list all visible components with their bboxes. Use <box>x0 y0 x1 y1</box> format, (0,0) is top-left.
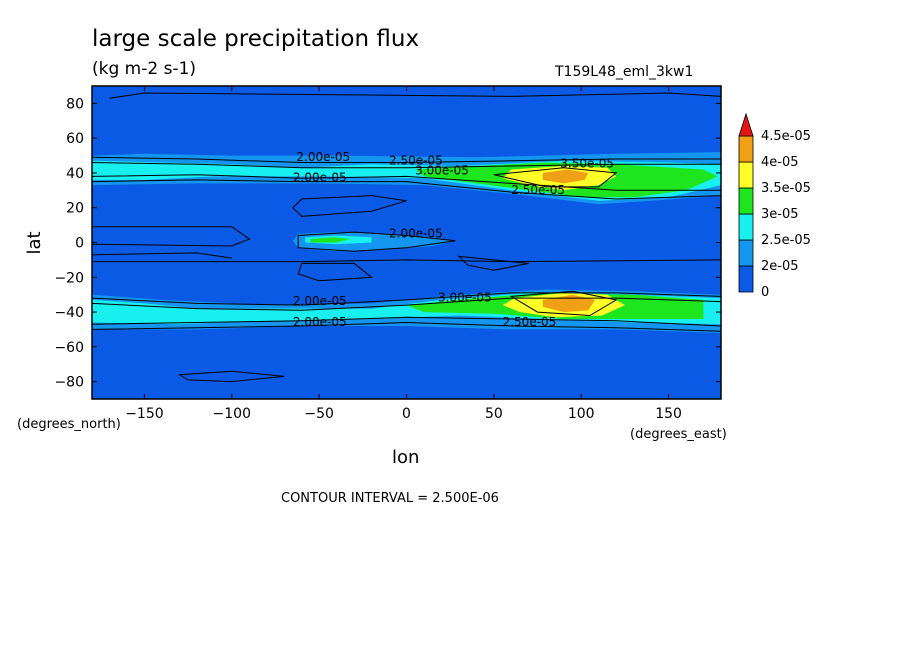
x-tick-label: 0 <box>402 406 411 422</box>
plot-area: 2.00e-05 2.50e-053.00e-05 3.50e-052.00e-05… <box>54 85 722 422</box>
contour-line-south-5 <box>509 290 618 317</box>
y-tick-label: −40 <box>54 305 84 321</box>
north-band-4e-05 <box>542 169 589 184</box>
contour-line-subtropical-2 <box>297 262 373 282</box>
x-tick-label: −50 <box>304 406 334 422</box>
colorbar-swatch-0 <box>738 265 754 293</box>
contour-label-1: 2.50e-05 <box>389 153 443 167</box>
contour-line-south-2 <box>91 297 722 311</box>
contour-line-south-3 <box>91 316 722 327</box>
contour-label-5: 2.50e-05 <box>511 183 565 197</box>
contour-label-8: 3.00e-05 <box>438 291 492 305</box>
y-axis-label: lat <box>24 231 45 254</box>
y-tick-label: −20 <box>54 270 84 286</box>
contour-line-polar-north <box>109 92 722 99</box>
colorbar: 0 2e-05 2.5e-05 3e-05 3.5e-05 4e-05 4.5e-05 <box>738 112 811 300</box>
x-tick-label: 50 <box>485 406 503 422</box>
contour-label-0: 2.00e-05 <box>296 150 350 164</box>
contour-line-tropical-2 <box>91 226 251 247</box>
y-tick-label: 0 <box>75 236 84 252</box>
x-tick-label: −150 <box>125 406 163 422</box>
contour-line-tropical-3 <box>92 259 722 263</box>
contour-label-7: 2.00e-05 <box>293 294 347 308</box>
colorbar-level-label: 2e-05 <box>761 259 799 274</box>
chart-title: large scale precipitation flux <box>92 26 419 52</box>
contour-line-north-1 <box>91 156 721 163</box>
colorbar-level-label: 3e-05 <box>761 207 799 222</box>
y-tick-label: 40 <box>66 166 84 182</box>
contour-label-6: 2.00e-05 <box>389 226 443 240</box>
south-band-4e-05 <box>542 294 596 313</box>
contour-label-3: 3.50e-05 <box>560 157 614 171</box>
contour-line-tropical-1 <box>297 231 456 252</box>
y-axis-ticks: 80 60 40 20 0 −20 −40 −60 −80 <box>54 96 721 391</box>
precip-fields <box>92 152 721 333</box>
x-tick-label: −100 <box>213 406 251 422</box>
tropical-band-3e-05 <box>310 237 351 243</box>
y-tick-label: 80 <box>66 96 84 112</box>
colorbar-level-label: 0 <box>761 285 769 300</box>
colorbar-level-label: 4.5e-05 <box>761 129 811 144</box>
y-tick-label: −80 <box>54 375 84 391</box>
contour-lines <box>91 92 722 383</box>
colorbar-swatch-1 <box>738 239 754 267</box>
contour-line-north-3 <box>91 174 721 191</box>
colorbar-swatch-5 <box>738 135 754 163</box>
contour-labels: 2.00e-05 2.50e-053.00e-05 3.50e-052.00e-05… <box>293 150 614 329</box>
chart-units: (kg m-2 s-1) <box>92 59 196 79</box>
contour-line-subtropical-1 <box>292 195 407 217</box>
x-units-label: (degrees_east) <box>630 427 727 442</box>
contour-line-north-5 <box>493 167 618 188</box>
contour-label-4: 2.00e-05 <box>293 171 347 185</box>
colorbar-level-label: 3.5e-05 <box>761 181 811 196</box>
colorbar-level-label: 2.5e-05 <box>761 233 811 248</box>
contour-line-south-4 <box>91 321 722 332</box>
y-tick-label: 60 <box>66 131 84 147</box>
x-tick-label: 100 <box>568 406 595 422</box>
colorbar-level-label: 4e-05 <box>761 155 799 170</box>
contour-line-tropical-4 <box>91 252 232 259</box>
contour-line-subtropical-3 <box>457 255 529 271</box>
x-axis-ticks: −150 −100 −50 0 50 100 150 <box>125 86 682 422</box>
contour-interval-note: CONTOUR INTERVAL = 2.500E-06 <box>281 491 499 506</box>
colorbar-swatch-4 <box>738 161 754 189</box>
colorbar-swatch-3 <box>738 187 754 215</box>
x-tick-label: 150 <box>655 406 682 422</box>
dataset-label: T159L48_eml_3kw1 <box>554 64 693 80</box>
contour-line-south-1 <box>91 292 722 306</box>
x-axis-label: lon <box>392 447 419 468</box>
colorbar-extension-triangle <box>738 112 754 137</box>
contour-line-polar-south <box>177 370 285 383</box>
contour-label-9: 2.50e-05 <box>503 315 557 329</box>
y-tick-label: −60 <box>54 340 84 356</box>
contour-label-10: 2.00e-05 <box>293 315 347 329</box>
contour-label-2: 3.00e-05 <box>415 164 469 178</box>
colorbar-swatch-2 <box>738 213 754 241</box>
contour-line-north-2 <box>91 162 721 169</box>
y-tick-label: 20 <box>66 201 84 217</box>
y-units-label: (degrees_north) <box>17 417 121 432</box>
contour-line-north-4 <box>91 179 722 200</box>
